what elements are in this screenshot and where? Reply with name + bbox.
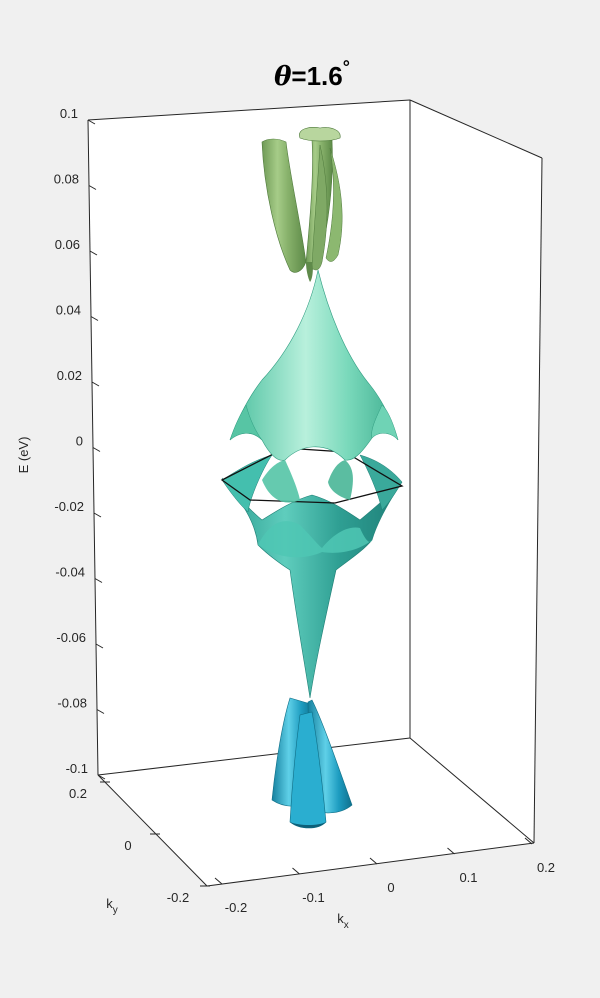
lower-flat-band-surface [221,454,403,699]
z-tick-mark [90,316,99,321]
x-tick-mark [447,847,455,855]
z-tick-label: 0.1 [60,106,78,121]
z-tick-mark [96,709,105,714]
y-axis-label: ky [106,896,118,916]
z-tick-label: -0.06 [56,630,86,645]
x-tick-label: 0.2 [537,860,555,875]
z-tick-label: 0.04 [56,303,81,318]
z-tick-mark [91,381,100,387]
z-tick-mark [94,578,103,583]
z-tick-label: -0.1 [66,761,88,776]
x-tick-label: -0.1 [302,890,324,905]
chart-title: θ=1.6° [274,57,350,92]
axes-background [88,100,534,886]
title-symbol: θ [274,62,292,92]
z-tick-label: 0.08 [54,172,79,187]
x-tick-mark [292,867,300,875]
x-tick-label: 0.1 [459,870,477,885]
z-tick-mark [88,185,97,190]
z-tick-mark [93,512,102,518]
title-value: =1.6 [291,61,342,91]
lower-remote-band-surface [271,697,353,829]
z-tick-mark [89,250,98,256]
x-axis-label: kx [337,911,349,931]
z-tick-mark [97,774,106,780]
x-tick-label: 0 [387,880,394,895]
y-tick-label: -0.2 [167,890,189,905]
y-tick-label: 0.2 [69,786,87,801]
z-tick-label: -0.02 [54,499,84,514]
y-tick-label: 0 [124,838,131,853]
x-tick-mark [214,877,223,885]
z-tick-label: 0 [76,434,83,449]
upper-flat-band-surface [229,269,399,503]
z-tick-label: -0.08 [57,696,87,711]
x-tick-mark [524,837,533,845]
y-axis-ticks: 0.2 0 -0.2 [69,781,210,905]
z-tick-label: 0.02 [57,368,82,383]
z-tick-label: -0.04 [55,565,85,580]
x-axis-ticks: -0.2 -0.1 0 0.1 0.2 [214,837,555,915]
z-axis-ticks: 0.1 0.08 0.06 0.04 0.02 0 -0.02 -0.04 -0.06 -0.08… [54,106,106,780]
z-tick-mark [87,119,96,125]
upper-remote-band-surface [261,127,343,282]
z-tick-mark [95,643,104,649]
x-tick-mark [369,857,378,865]
axes-back-right-pane [410,100,542,843]
x-tick-label: -0.2 [225,900,247,915]
z-tick-label: 0.06 [55,237,80,252]
z-tick-mark [92,447,101,452]
title-degree: ° [343,57,350,77]
z-axis-label: E (eV) [16,437,31,474]
